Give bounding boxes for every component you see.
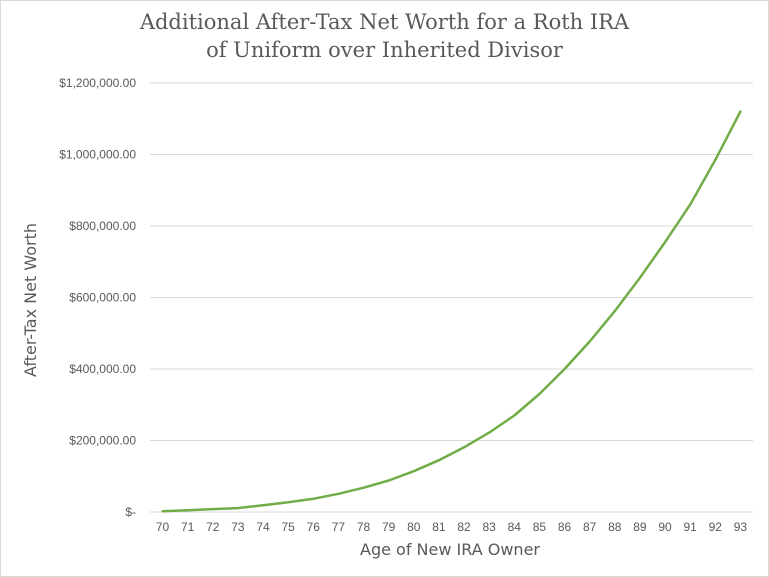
y-tick-label: $- [125, 505, 136, 519]
x-tick-label: 78 [357, 520, 371, 534]
x-tick-label: 82 [457, 520, 471, 534]
x-tick-label: 92 [709, 520, 723, 534]
x-tick-label: 73 [231, 520, 245, 534]
x-tick-label: 72 [206, 520, 220, 534]
x-tick-label: 84 [508, 520, 522, 534]
y-tick-label: $200,000.00 [69, 434, 136, 448]
x-tick-label: 80 [407, 520, 421, 534]
series-group [161, 110, 742, 513]
x-tick-label: 81 [432, 520, 446, 534]
x-axis-ticks: 70 71 72 73 74 75 76 77 78 79 80 81 82 83 84 85 86 87 88 89… [156, 520, 748, 534]
x-axis-label: Age of New IRA Owner [360, 540, 540, 559]
x-tick-label: 89 [633, 520, 647, 534]
chart-title: Additional After-Tax Net Worth for a Rot… [0, 8, 769, 64]
series-line [161, 110, 742, 513]
y-tick-label: $1,000,000.00 [59, 148, 136, 162]
y-axis-label: After-Tax Net Worth [21, 223, 40, 377]
y-tick-label: $1,200,000.00 [59, 76, 136, 90]
y-tick-label: $400,000.00 [69, 362, 136, 376]
x-tick-label: 90 [658, 520, 672, 534]
chart-title-line-2: of Uniform over Inherited Divisor [206, 38, 563, 62]
x-tick-label: 77 [332, 520, 346, 534]
x-tick-label: 85 [533, 520, 547, 534]
x-tick-label: 91 [684, 520, 698, 534]
x-tick-label: 83 [483, 520, 497, 534]
x-tick-label: 87 [583, 520, 597, 534]
x-tick-label: 79 [382, 520, 396, 534]
x-tick-label: 71 [181, 520, 195, 534]
gridlines [150, 82, 753, 513]
x-tick-label: 75 [282, 520, 296, 534]
x-tick-label: 93 [734, 520, 748, 534]
x-tick-label: 74 [256, 520, 270, 534]
x-tick-label: 86 [558, 520, 572, 534]
y-axis-ticks: $- $200,000.00 $400,000.00 $600,000.00 $800,… [59, 76, 136, 519]
y-tick-label: $800,000.00 [69, 219, 136, 233]
x-tick-label: 88 [608, 520, 622, 534]
x-tick-label: 76 [307, 520, 321, 534]
y-tick-label: $600,000.00 [69, 291, 136, 305]
x-tick-label: 70 [156, 520, 170, 534]
chart-title-line-1: Additional After-Tax Net Worth for a Rot… [139, 10, 630, 34]
